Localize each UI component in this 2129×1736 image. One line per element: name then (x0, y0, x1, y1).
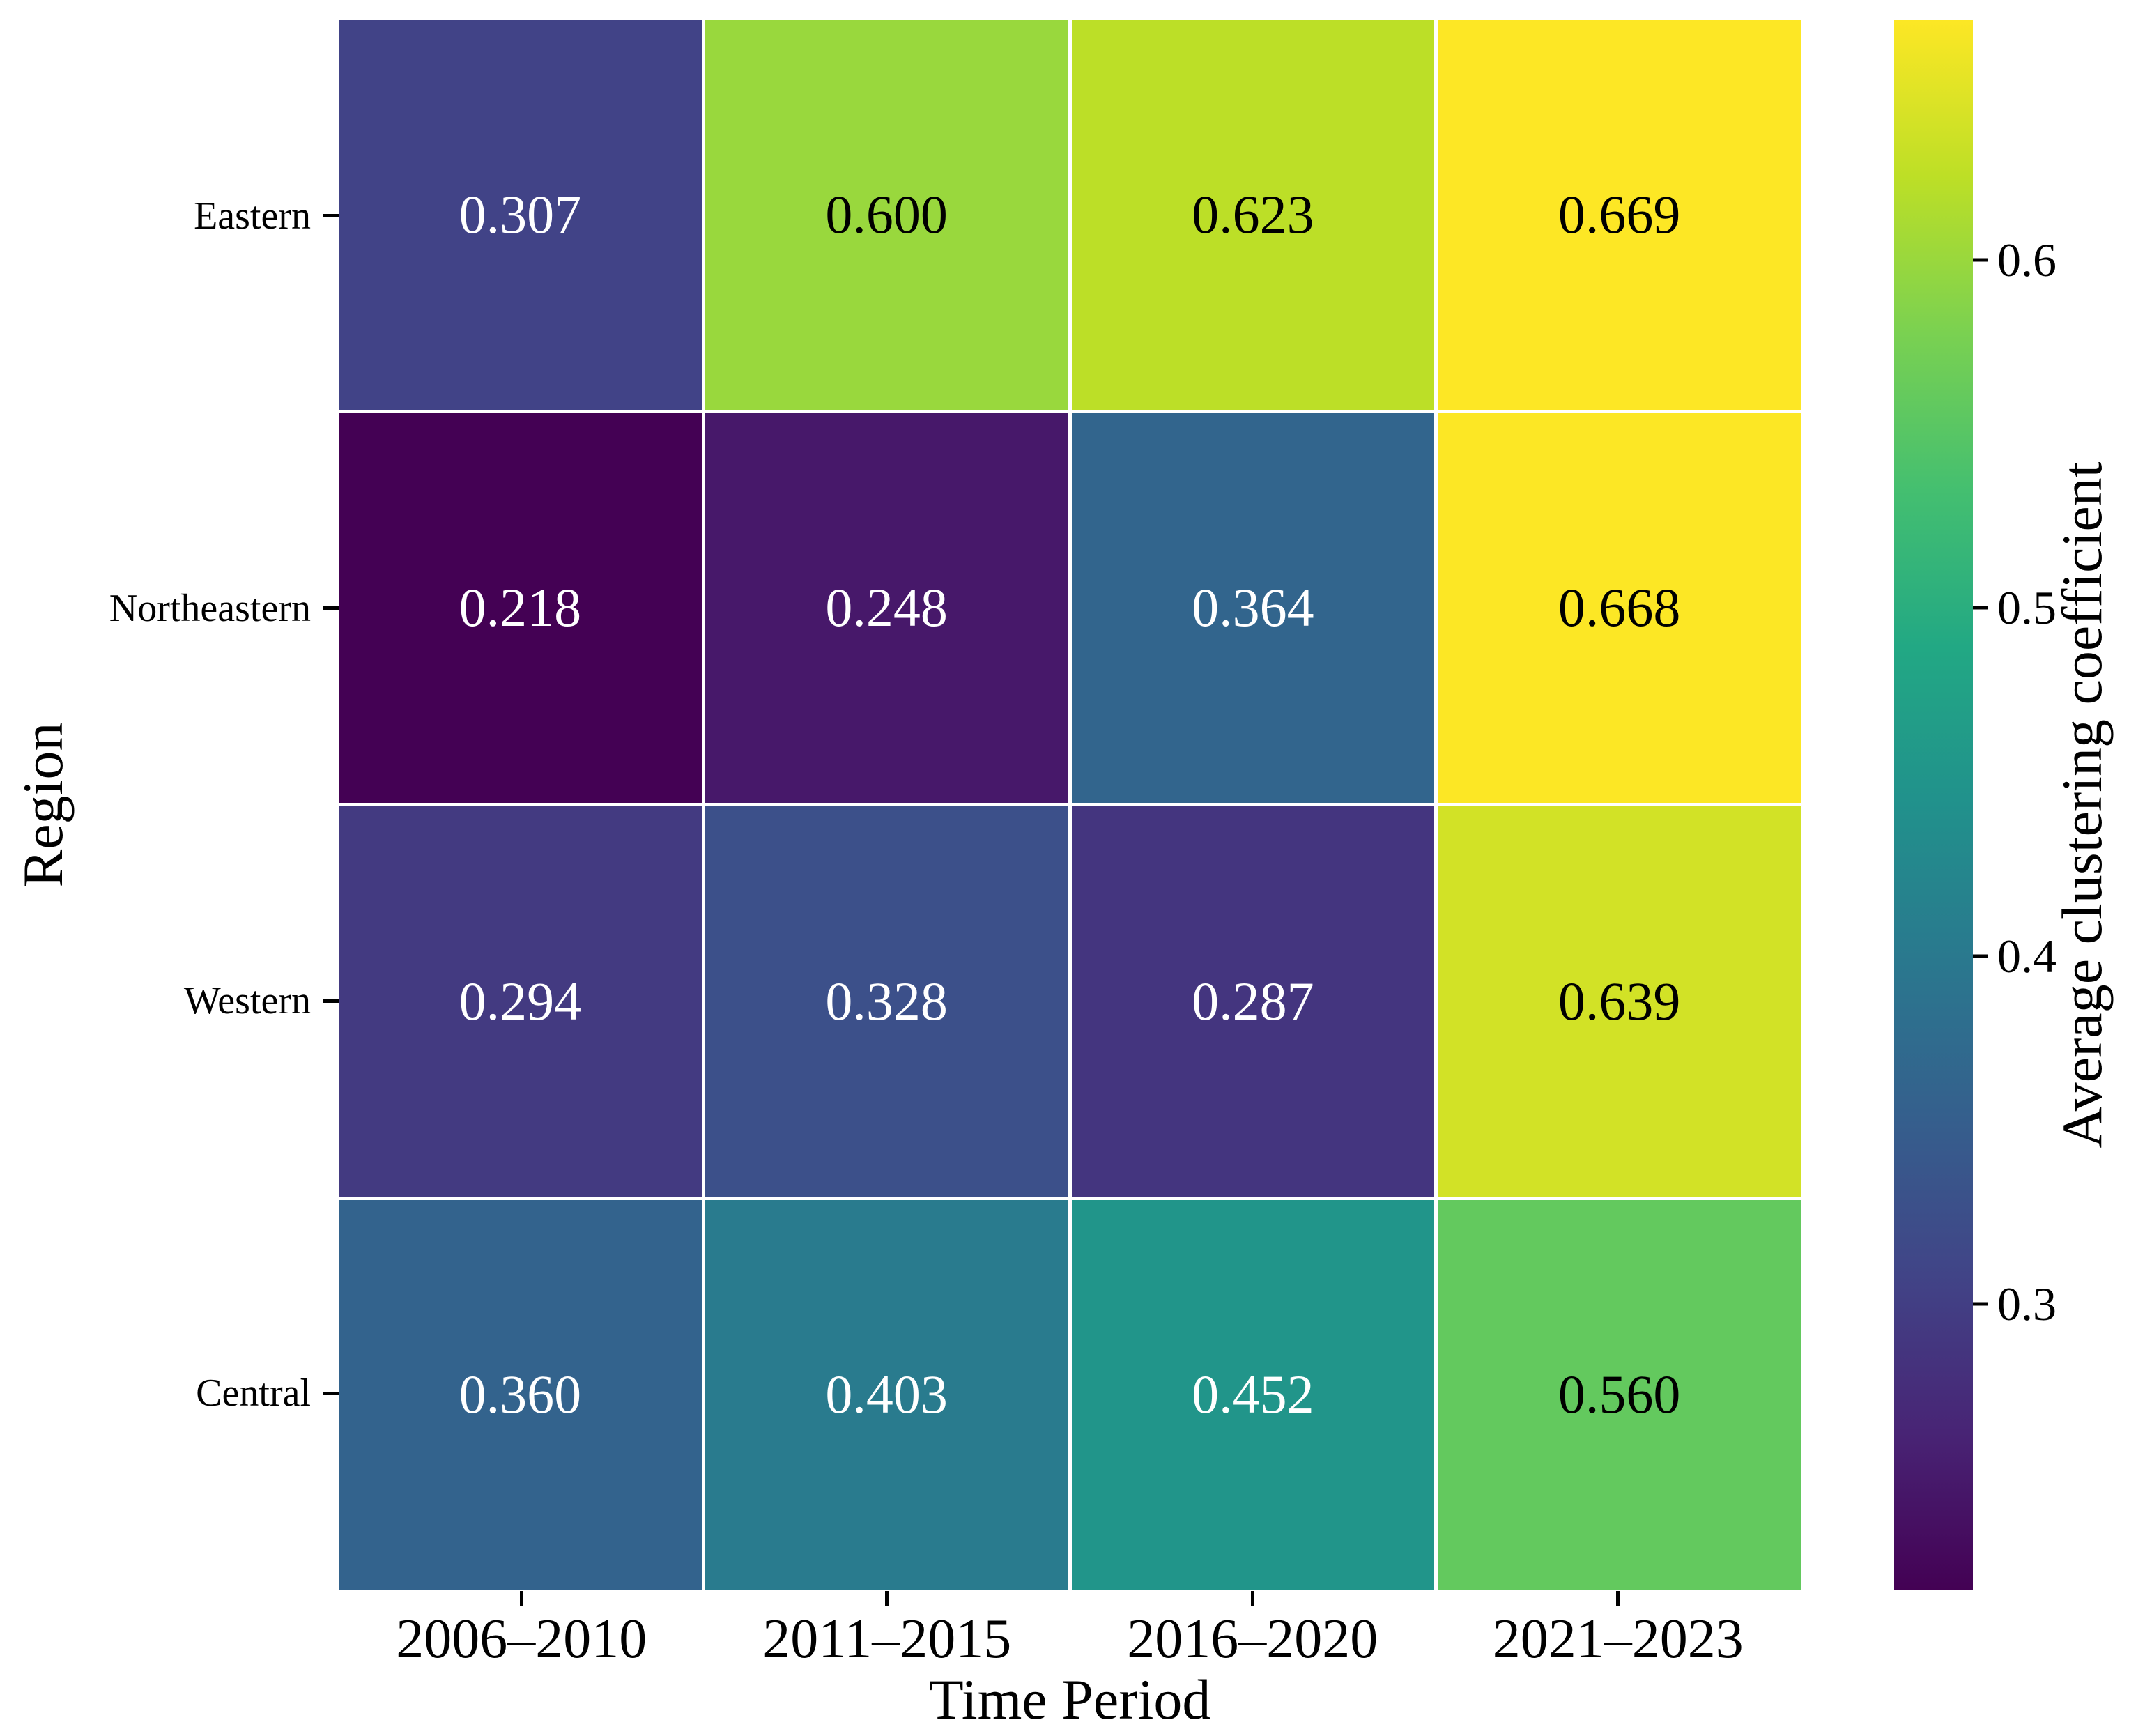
x-tick-mark (885, 1591, 889, 1606)
heatmap-cell-Northeastern-2021–2023: 0.668 (1438, 413, 1801, 803)
x-axis-title: Time Period (928, 1668, 1211, 1731)
heatmap-cell-Eastern-2016–2020: 0.623 (1071, 20, 1435, 410)
cell-value-label: 0.287 (1192, 970, 1314, 1031)
cell-value-label: 0.294 (459, 970, 582, 1031)
y-axis-tick-marks (323, 20, 339, 1590)
heatmap-grid: 0.307 0.600 0.623 0.669 0.218 0.248 0.364 0.668… (339, 20, 1801, 1590)
x-axis-tick-labels: 2006–2010 2011–2015 2016–2020 2021–2023 (339, 1608, 1801, 1678)
colorbar-tick-label-0.6: 0.6 (1997, 233, 2057, 286)
x-tick-label-2006–2010: 2006–2010 (396, 1608, 647, 1670)
cell-value-label: 0.669 (1558, 183, 1681, 245)
x-tick-mark (519, 1591, 523, 1606)
colorbar-tick-mark (1973, 954, 1988, 958)
heatmap-cell-Central-2006–2010: 0.360 (339, 1199, 702, 1590)
y-tick-mark (323, 214, 339, 218)
x-tick-label-2011–2015: 2011–2015 (762, 1608, 1012, 1670)
y-tick-mark (323, 606, 339, 610)
heatmap-cell-Northeastern-2006–2010: 0.218 (339, 413, 702, 803)
heatmap-cell-Eastern-2011–2015: 0.600 (705, 20, 1068, 410)
colorbar-tick-label-0.3: 0.3 (1997, 1277, 2057, 1331)
cell-value-label: 0.248 (825, 577, 948, 638)
y-tick (323, 412, 339, 804)
x-tick (1436, 1591, 1801, 1606)
y-tick-label-Northeastern: Northeastern (109, 586, 311, 630)
y-tick (323, 805, 339, 1197)
heatmap-cell-Eastern-2021–2023: 0.669 (1438, 20, 1801, 410)
cell-value-label: 0.364 (1192, 577, 1314, 638)
y-tick-label-Eastern: Eastern (194, 194, 311, 238)
heatmap-cell-Western-2011–2015: 0.328 (705, 806, 1068, 1197)
y-tick (323, 20, 339, 412)
colorbar-gradient (1894, 20, 1973, 1590)
heatmap-cell-Western-2016–2020: 0.287 (1071, 806, 1435, 1197)
heatmap-cell-Central-2011–2015: 0.403 (705, 1199, 1068, 1590)
cell-value-label: 0.360 (459, 1364, 582, 1425)
heatmap-cell-Northeastern-2016–2020: 0.364 (1071, 413, 1435, 803)
cell-value-label: 0.560 (1558, 1364, 1681, 1425)
y-tick-mark (323, 1391, 339, 1395)
colorbar-tick-label-0.4: 0.4 (1997, 929, 2057, 983)
x-tick-label-2016–2020: 2016–2020 (1127, 1608, 1378, 1670)
heatmap-cell-Northeastern-2011–2015: 0.248 (705, 413, 1068, 803)
cell-value-label: 0.668 (1558, 577, 1681, 638)
heatmap-cell-Eastern-2006–2010: 0.307 (339, 20, 702, 410)
cell-value-label: 0.639 (1558, 970, 1681, 1031)
y-tick-mark (323, 999, 339, 1003)
cell-value-label: 0.328 (825, 970, 948, 1031)
heatmap-cell-Central-2021–2023: 0.560 (1438, 1199, 1801, 1590)
x-tick-mark (1616, 1591, 1620, 1606)
x-tick-label-2021–2023: 2021–2023 (1492, 1608, 1744, 1670)
x-tick (339, 1591, 705, 1606)
y-axis-tick-labels: Eastern Northeastern Western Central (0, 20, 315, 1590)
y-tick-label-Central: Central (196, 1372, 311, 1415)
cell-value-label: 0.403 (825, 1364, 948, 1425)
x-tick (705, 1591, 1070, 1606)
colorbar-tick-mark (1973, 606, 1988, 610)
colorbar-tick-label-0.5: 0.5 (1997, 581, 2057, 635)
colorbar-title: Average clustering coefficient (2050, 461, 2114, 1149)
cell-value-label: 0.218 (459, 577, 582, 638)
x-tick-mark (1250, 1591, 1254, 1606)
x-tick (1070, 1591, 1436, 1606)
cell-value-label: 0.452 (1192, 1364, 1314, 1425)
x-axis-tick-marks (339, 1591, 1801, 1606)
colorbar-tick-mark (1973, 1302, 1988, 1306)
cell-value-label: 0.623 (1192, 183, 1314, 245)
cell-value-label: 0.307 (459, 183, 582, 245)
heatmap-cell-Central-2016–2020: 0.452 (1071, 1199, 1435, 1590)
cell-value-label: 0.600 (825, 183, 948, 245)
heatmap-cell-Western-2021–2023: 0.639 (1438, 806, 1801, 1197)
heatmap-cell-Western-2006–2010: 0.294 (339, 806, 702, 1197)
y-tick (323, 1197, 339, 1590)
y-tick-label-Western: Western (183, 979, 311, 1023)
y-axis-title: Region (11, 722, 75, 888)
colorbar-tick-mark (1973, 258, 1988, 262)
